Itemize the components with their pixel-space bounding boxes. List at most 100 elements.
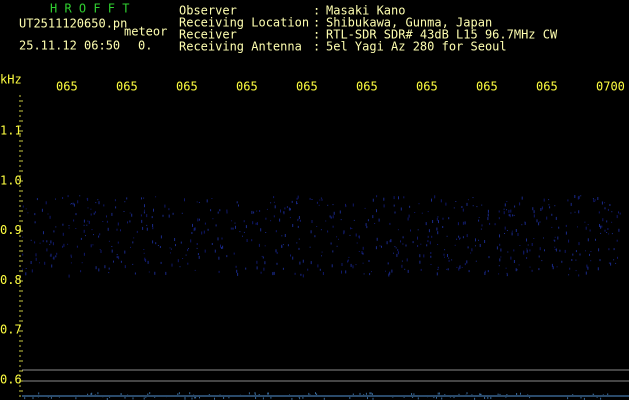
noise-dot: [95, 202, 97, 204]
noise-dot: [580, 396, 582, 399]
noise-dot: [524, 221, 526, 225]
noise-dot: [367, 397, 368, 400]
info-separator: :: [313, 16, 320, 30]
noise-dot: [585, 250, 586, 252]
noise-dot: [487, 209, 489, 213]
time-label: 065: [296, 80, 318, 94]
noise-dot: [72, 202, 74, 205]
noise-dot: [86, 224, 88, 226]
noise-dot: [297, 219, 299, 222]
noise-dot: [479, 393, 481, 396]
noise-dot: [331, 264, 333, 268]
noise-dot: [564, 249, 566, 253]
noise-dot: [341, 270, 342, 274]
noise-dot: [174, 238, 176, 241]
noise-dot: [297, 195, 299, 199]
noise-dot: [499, 258, 501, 262]
noise-dot: [425, 222, 427, 226]
noise-dot: [481, 204, 483, 206]
noise-dot: [298, 216, 300, 219]
noise-dot: [366, 226, 368, 229]
noise-dot: [393, 252, 394, 254]
noise-dot: [204, 222, 206, 225]
noise-dot: [100, 250, 102, 253]
noise-dot: [448, 257, 450, 259]
noise-dot: [270, 396, 272, 399]
noise-dot: [413, 393, 415, 396]
noise-dot: [389, 222, 391, 225]
noise-dot: [458, 267, 460, 271]
noise-dot: [359, 392, 361, 395]
noise-dot: [169, 247, 171, 249]
noise-dot: [513, 260, 515, 263]
noise-dot: [372, 397, 374, 400]
noise-dot: [134, 272, 136, 275]
noise-dot: [233, 252, 235, 255]
noise-dot: [68, 274, 70, 278]
noise-dot: [606, 232, 608, 233]
noise-dot: [30, 261, 32, 264]
noise-dot: [599, 259, 601, 262]
noise-dot: [585, 226, 587, 230]
noise-dot: [141, 219, 143, 223]
noise-dot: [67, 195, 69, 198]
noise-dot: [181, 212, 183, 214]
noise-dot: [423, 254, 425, 258]
noise-dot: [376, 237, 378, 241]
noise-dot: [25, 272, 27, 276]
noise-dot: [68, 227, 70, 229]
noise-dot: [197, 253, 199, 256]
noise-dot: [260, 228, 262, 232]
noise-dot: [188, 248, 189, 250]
noise-dot: [31, 269, 33, 273]
noise-dot: [321, 251, 323, 253]
noise: [22, 195, 621, 400]
noise-dot: [601, 201, 603, 205]
noise-dot: [191, 397, 193, 400]
noise-dot: [232, 227, 234, 230]
noise-dot: [618, 228, 620, 232]
noise-dot: [97, 392, 99, 395]
noise-dot: [120, 260, 122, 263]
noise-dot: [330, 216, 332, 219]
noise-dot: [302, 259, 304, 263]
noise-dot: [107, 227, 109, 231]
noise-dot: [172, 212, 174, 215]
noise-dot: [302, 396, 304, 399]
noise-dot: [515, 268, 517, 272]
info-label: Receiver: [179, 28, 237, 42]
noise-dot: [215, 224, 217, 227]
noise-dot: [114, 199, 116, 202]
noise-dot: [436, 272, 438, 276]
noise-dot: [426, 244, 428, 247]
noise-dot: [51, 264, 53, 268]
noise-dot: [556, 266, 558, 268]
noise-dot: [600, 232, 602, 234]
noise-dot: [345, 203, 346, 206]
noise-dot: [165, 271, 167, 275]
noise-dot: [412, 241, 414, 244]
noise-dot: [296, 203, 298, 204]
noise-dot: [409, 205, 411, 208]
noise-dot: [187, 262, 189, 265]
noise-dot: [124, 396, 126, 399]
noise-dot: [192, 223, 193, 227]
noise-dot: [80, 270, 82, 273]
noise-dot: [284, 234, 286, 237]
noise-dot: [50, 240, 52, 244]
noise-dot: [194, 396, 196, 399]
noise-dot: [532, 207, 534, 211]
noise-dot: [131, 213, 133, 217]
noise-dot: [46, 240, 48, 243]
noise-dot: [619, 212, 621, 215]
noise-dot: [570, 212, 572, 214]
noise-dot: [351, 228, 353, 229]
noise-dot: [526, 238, 527, 242]
noise-dot: [75, 213, 77, 216]
noise-dot: [511, 232, 513, 236]
noise-dot: [245, 267, 247, 270]
noise-dot: [198, 255, 200, 259]
noise-dot: [255, 222, 257, 225]
noise-dot: [587, 266, 589, 270]
noise-dot: [575, 270, 577, 272]
